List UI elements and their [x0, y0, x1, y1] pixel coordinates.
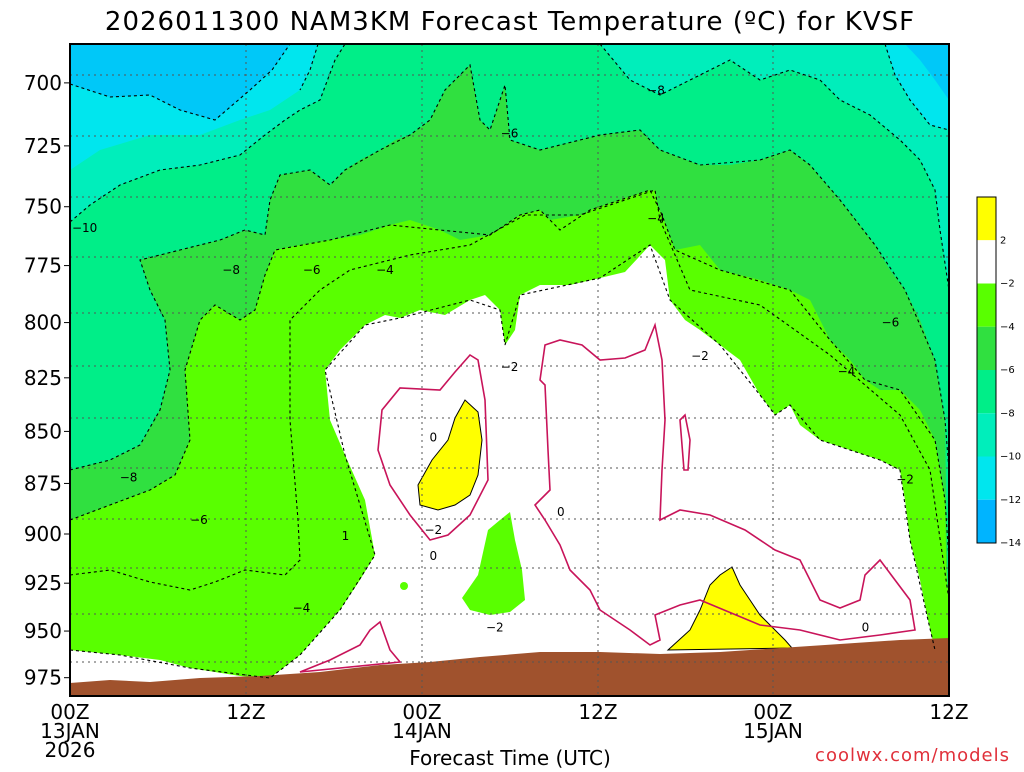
x-axis-title: Forecast Time (UTC) — [409, 746, 611, 768]
colorbar-tick-label: −6 — [1000, 365, 1015, 376]
y-tick-label: 825 — [24, 366, 62, 390]
x-tick-00z-13jan: 00Z — [50, 700, 89, 724]
y-tick-label: 875 — [24, 471, 62, 495]
isotherm-contours — [70, 44, 949, 679]
band-plus-2-right — [666, 566, 794, 651]
colorbar-swatch — [977, 413, 996, 457]
y-tick-label: 950 — [24, 619, 62, 643]
contour-label: −4 — [376, 263, 394, 277]
y-tick-label: 800 — [24, 311, 62, 335]
band-minus-4-pocket — [462, 512, 525, 615]
x-date-13jan: 13JAN — [40, 719, 100, 743]
colorbar-swatch — [977, 283, 996, 327]
colorbar-tick-label: 2 — [1000, 235, 1006, 246]
colorbar-tick-label: −4 — [1000, 322, 1015, 333]
contour-label: −4 — [838, 364, 856, 378]
terrain-ground — [70, 638, 949, 696]
contour-label: −4 — [293, 601, 311, 615]
colorbar-frame — [976, 196, 997, 544]
colorbar: 2 −2 −4 −6 −8 −10 −12 −14 — [976, 196, 1021, 549]
x-date-14jan: 14JAN — [392, 719, 452, 743]
zero-degree-contours — [299, 322, 916, 673]
y-tick-label: 900 — [24, 522, 62, 546]
x-tick-00z-15jan: 00Z — [753, 700, 792, 724]
x-axis: 00Z 13JAN 2026 12Z 00Z 14JAN 12Z 00Z 15J… — [40, 700, 968, 762]
colorbar-tick-label: −2 — [1000, 279, 1015, 290]
chart-title: 2026011300 NAM3KM Forecast Temperature (… — [105, 7, 915, 37]
band-plus-2-left — [417, 399, 483, 511]
band-minus-14-left — [70, 44, 290, 120]
x-tick-12z-14jan: 12Z — [578, 700, 617, 724]
colorbar-swatch — [977, 370, 996, 414]
band-minus-4-dot — [400, 582, 408, 590]
colorbar-tick-label: −12 — [1000, 495, 1021, 506]
band-minus-14-right — [905, 44, 949, 100]
contour-label: −10 — [72, 221, 97, 235]
contour-label: −8 — [120, 470, 138, 484]
colorbar-swatch — [977, 456, 996, 500]
contour-label: 0 — [429, 549, 437, 563]
contour-label: −4 — [647, 212, 665, 226]
contour-label: −2 — [501, 360, 519, 374]
x-tick-12z-15jan: 12Z — [929, 700, 968, 724]
contour-label: −8 — [647, 84, 665, 98]
colorbar-swatch — [977, 326, 996, 370]
y-tick-label: 750 — [24, 195, 62, 219]
x-tick-12z-13jan: 12Z — [226, 700, 265, 724]
colorbar-tick-label: −10 — [1000, 452, 1021, 463]
colorbar-swatch — [977, 197, 996, 241]
plot-frame — [69, 43, 950, 697]
contour-label: −2 — [486, 620, 504, 634]
contour-label: 0 — [429, 431, 437, 445]
credit-link[interactable]: coolwx.com/models — [815, 745, 1010, 766]
y-tick-label: 925 — [24, 571, 62, 595]
colorbar-swatch — [977, 240, 996, 284]
contour-label: −6 — [882, 316, 900, 330]
y-tick-label: 975 — [24, 666, 62, 690]
contour-labels: −10 −8 −6 −4 −2 −6 −8 −4 −2 −6 −4 −2 −8 −6 −4 −2 −2 0 0 0 0 1 — [72, 84, 914, 635]
contour-label: −2 — [691, 349, 709, 363]
colorbar-swatch — [977, 499, 996, 543]
contour-label: 1 — [342, 529, 350, 543]
plot-area — [70, 44, 949, 696]
colorbar-tick-label: −14 — [1000, 538, 1021, 549]
y-tick-label: 725 — [24, 134, 62, 158]
contour-label: −8 — [222, 263, 240, 277]
contour-label: −2 — [896, 472, 914, 486]
contour-label: −2 — [424, 523, 442, 537]
contour-label: −6 — [190, 513, 208, 527]
contour-label: 0 — [862, 620, 870, 634]
y-tick-label: 700 — [24, 71, 62, 95]
colorbar-tick-label: −8 — [1000, 408, 1015, 419]
y-tick-label: 850 — [24, 419, 62, 443]
contour-label: 0 — [557, 505, 565, 519]
y-tick-label: 775 — [24, 254, 62, 278]
contour-label: −6 — [303, 263, 321, 277]
x-tick-00z-14jan: 00Z — [402, 700, 441, 724]
x-date-15jan: 15JAN — [743, 719, 803, 743]
y-axis: 700 725 750 775 800 825 850 875 900 925 950 975 — [24, 71, 70, 690]
contour-label: −6 — [501, 126, 519, 140]
x-year-2026: 2026 — [45, 738, 96, 762]
